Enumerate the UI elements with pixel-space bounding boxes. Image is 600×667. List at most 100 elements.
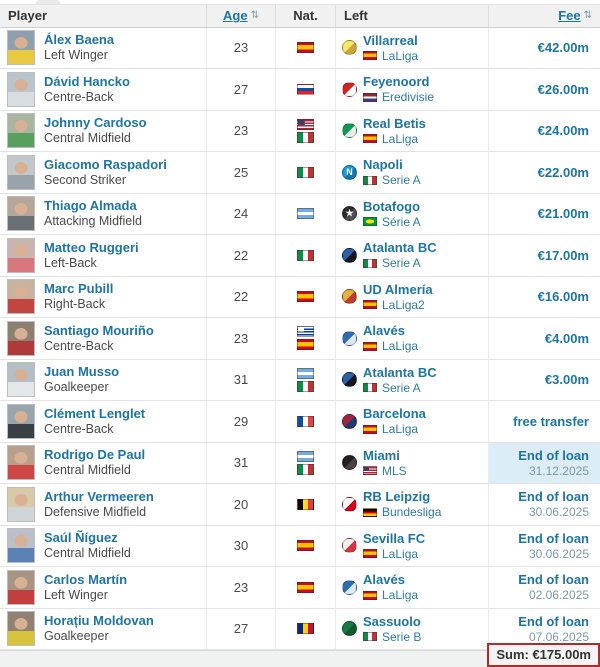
club-crest-icon[interactable]	[342, 538, 357, 554]
loan-label-link[interactable]: End of loan	[518, 489, 589, 505]
league-name-link[interactable]: LaLiga	[382, 48, 419, 63]
club-crest-icon[interactable]	[342, 496, 357, 512]
club-crest-icon[interactable]	[342, 81, 357, 97]
fee-value-link[interactable]: €16.00m	[537, 289, 589, 305]
player-photo[interactable]	[7, 445, 35, 481]
player-photo[interactable]	[7, 71, 35, 107]
club-name-link[interactable]: Real Betis	[363, 115, 426, 131]
league-name-link[interactable]: MLS	[382, 463, 407, 478]
club-crest-icon[interactable]: ★	[342, 206, 357, 222]
club-name-link[interactable]: Miami	[363, 447, 400, 463]
club-name-link[interactable]: Villarreal	[363, 32, 418, 48]
age-sort-link[interactable]: Age	[223, 8, 248, 24]
player-photo[interactable]	[7, 196, 35, 232]
club-crest-icon[interactable]	[342, 123, 357, 139]
player-name-link[interactable]: Carlos Martín	[44, 571, 128, 587]
loan-info: End of loan 02.06.2025	[518, 573, 589, 601]
league-name-link[interactable]: Serie B	[382, 629, 422, 644]
league-name-link[interactable]: LaLiga	[382, 546, 419, 561]
sort-arrows-icon[interactable]: ⇅	[250, 10, 259, 22]
league-name-link[interactable]: Serie A	[382, 380, 421, 395]
club-crest-icon[interactable]	[342, 413, 357, 429]
league-name-link[interactable]: Serie A	[382, 173, 421, 188]
club-crest-icon[interactable]	[342, 330, 357, 346]
fee-value-link[interactable]: €3.00m	[544, 372, 589, 388]
player-header-label: Player	[8, 8, 48, 24]
club-crest-icon[interactable]	[342, 579, 357, 595]
loan-label-link[interactable]: End of loan	[518, 530, 589, 546]
fee-value-link[interactable]: €22.00m	[537, 164, 589, 180]
player-photo[interactable]	[7, 403, 35, 439]
loan-label-link[interactable]: End of loan	[518, 613, 589, 629]
league-name-link[interactable]: LaLiga	[382, 131, 419, 146]
column-header-age[interactable]: Age ⇅	[206, 4, 275, 27]
club-crest-icon[interactable]	[342, 372, 357, 388]
player-name-link[interactable]: Arthur Vermeeren	[44, 488, 154, 504]
fee-value-link[interactable]: free transfer	[513, 413, 589, 429]
fee-value-link[interactable]: €4.00m	[544, 330, 589, 346]
club-name-link[interactable]: Alavés	[363, 572, 405, 588]
club-name-link[interactable]: UD Almería	[363, 281, 433, 297]
player-photo[interactable]	[7, 279, 35, 315]
player-name-link[interactable]: Matteo Ruggeri	[44, 239, 139, 255]
player-photo[interactable]	[7, 113, 35, 149]
league-name-link[interactable]: Serie A	[382, 256, 421, 271]
club-crest-icon[interactable]	[342, 289, 357, 305]
loan-label-link[interactable]: End of loan	[518, 447, 589, 463]
player-name-link[interactable]: Horațiu Moldovan	[44, 613, 154, 629]
club-name-link[interactable]: Barcelona	[363, 406, 426, 422]
club-crest-icon[interactable]	[342, 247, 357, 263]
player-name-link[interactable]: Juan Musso	[44, 364, 120, 380]
player-name-link[interactable]: Johnny Cardoso	[44, 115, 147, 131]
column-header-fee[interactable]: Fee ⇅	[488, 4, 600, 27]
player-photo[interactable]	[7, 611, 35, 647]
player-name-link[interactable]: Clément Lenglet	[44, 405, 146, 421]
club-name-link[interactable]: Feyenoord	[363, 74, 430, 90]
tab-notch	[36, 0, 60, 4]
league-name-link[interactable]: LaLiga2	[382, 297, 425, 312]
player-photo[interactable]	[7, 362, 35, 398]
club-crest-icon[interactable]	[342, 40, 357, 56]
club-name-link[interactable]: Alavés	[363, 323, 405, 339]
player-photo[interactable]	[7, 237, 35, 273]
player-name-link[interactable]: Dávid Hancko	[44, 73, 130, 89]
player-photo[interactable]	[7, 486, 35, 522]
player-name-link[interactable]: Thiago Almada	[44, 198, 137, 214]
player-name-link[interactable]: Santiago Mouriño	[44, 322, 154, 338]
loan-label-link[interactable]: End of loan	[518, 572, 589, 588]
fee-sort-link[interactable]: Fee	[558, 8, 581, 24]
player-photo[interactable]	[7, 154, 35, 190]
league-name-link[interactable]: Série A	[382, 214, 421, 229]
club-name-link[interactable]: Atalanta BC	[363, 240, 437, 256]
player-photo[interactable]	[7, 30, 35, 66]
club-name-link[interactable]: RB Leipzig	[363, 489, 431, 505]
fee-value-link[interactable]: €24.00m	[537, 123, 589, 139]
club-name-link[interactable]: Atalanta BC	[363, 364, 437, 380]
fee-value-link[interactable]: €26.00m	[537, 81, 589, 97]
club-crest-icon[interactable]: N	[342, 164, 357, 180]
player-name-link[interactable]: Rodrigo De Paul	[44, 447, 146, 463]
sort-arrows-icon[interactable]: ⇅	[583, 10, 592, 22]
league-name-link[interactable]: Bundesliga	[382, 505, 442, 520]
player-photo[interactable]	[7, 569, 35, 605]
player-name-link[interactable]: Álex Baena	[44, 32, 115, 48]
fee-value-link[interactable]: €42.00m	[537, 40, 589, 56]
player-photo[interactable]	[7, 320, 35, 356]
club-crest-icon[interactable]	[342, 621, 357, 637]
player-name-link[interactable]: Marc Pubill	[44, 281, 114, 297]
league-name-link[interactable]: LaLiga	[382, 588, 419, 603]
league-name-link[interactable]: LaLiga	[382, 422, 419, 437]
club-name-link[interactable]: Napoli	[363, 157, 403, 173]
league-name-link[interactable]: Eredivisie	[382, 90, 435, 105]
player-name-link[interactable]: Saúl Ñíguez	[44, 530, 118, 546]
club-name-link[interactable]: Botafogo	[363, 198, 421, 214]
league-name-link[interactable]: LaLiga	[382, 339, 419, 354]
club-name-link[interactable]: Sevilla FC	[363, 530, 426, 546]
player-photo[interactable]	[7, 528, 35, 564]
fee-value-link[interactable]: €21.00m	[537, 206, 589, 222]
table-row: Dávid Hancko Centre-Back 27 Feyenoord Erediv…	[0, 69, 600, 111]
club-name-link[interactable]: Sassuolo	[363, 613, 421, 629]
player-name-link[interactable]: Giacomo Raspadori	[44, 156, 167, 172]
fee-value-link[interactable]: €17.00m	[537, 247, 589, 263]
club-crest-icon[interactable]	[342, 455, 357, 471]
